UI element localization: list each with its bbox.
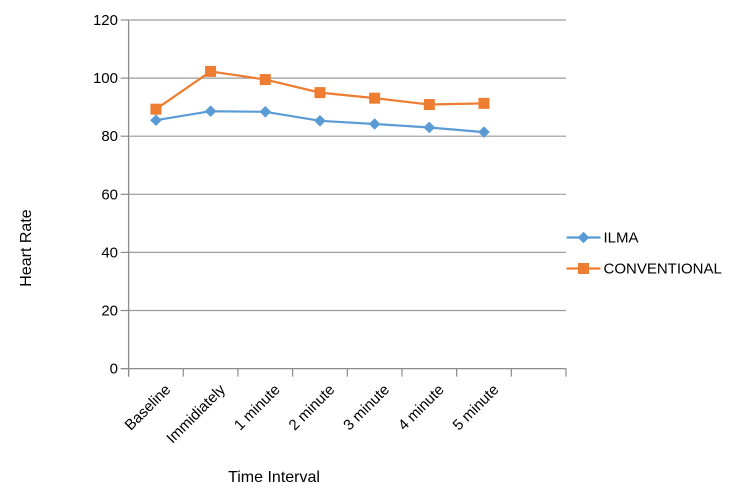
data-point-marker — [369, 92, 381, 104]
data-point-marker — [205, 65, 217, 77]
y-tick-label: 100 — [93, 70, 118, 87]
y-tick-label: 0 — [110, 361, 118, 378]
y-axis-title: Heart Rate — [18, 209, 35, 286]
y-tick-label: 60 — [101, 186, 118, 203]
data-point-marker — [314, 115, 326, 127]
y-tick-label: 120 — [93, 12, 118, 29]
legend-label: ILMA — [604, 230, 639, 247]
data-point-marker — [368, 118, 381, 130]
y-tick-label: 80 — [101, 128, 118, 145]
x-axis-title: Time Interval — [228, 469, 320, 486]
series-conventional — [150, 65, 490, 115]
y-tick-label: 20 — [101, 303, 118, 320]
x-tick-label: 2 minute — [286, 381, 339, 434]
x-tick-label: 3 minute — [340, 381, 393, 434]
x-tick-label: 4 minute — [395, 381, 448, 434]
x-tick-label: Immidiately — [163, 381, 229, 447]
legend-marker — [578, 263, 589, 274]
data-point-marker — [478, 126, 490, 138]
series-ilma — [150, 105, 490, 138]
legend-item-ilma: ILMA — [566, 230, 639, 247]
data-point-marker — [478, 97, 490, 109]
data-point-marker — [259, 105, 272, 118]
data-point-marker — [259, 74, 271, 86]
data-point-marker — [204, 105, 217, 118]
legend-label: CONVENTIONAL — [604, 261, 722, 278]
data-point-marker — [150, 114, 162, 127]
data-point-marker — [150, 103, 162, 115]
data-point-marker — [423, 121, 436, 134]
y-tick-label: 40 — [101, 244, 118, 261]
data-point-marker — [423, 99, 435, 111]
legend-marker — [577, 231, 590, 244]
x-tick-label: 5 minute — [450, 381, 503, 434]
legend-item-conventional: CONVENTIONAL — [566, 261, 722, 278]
x-tick-label: Baseline — [122, 381, 175, 434]
data-point-marker — [314, 87, 326, 99]
x-tick-label: 1 minute — [231, 381, 284, 434]
